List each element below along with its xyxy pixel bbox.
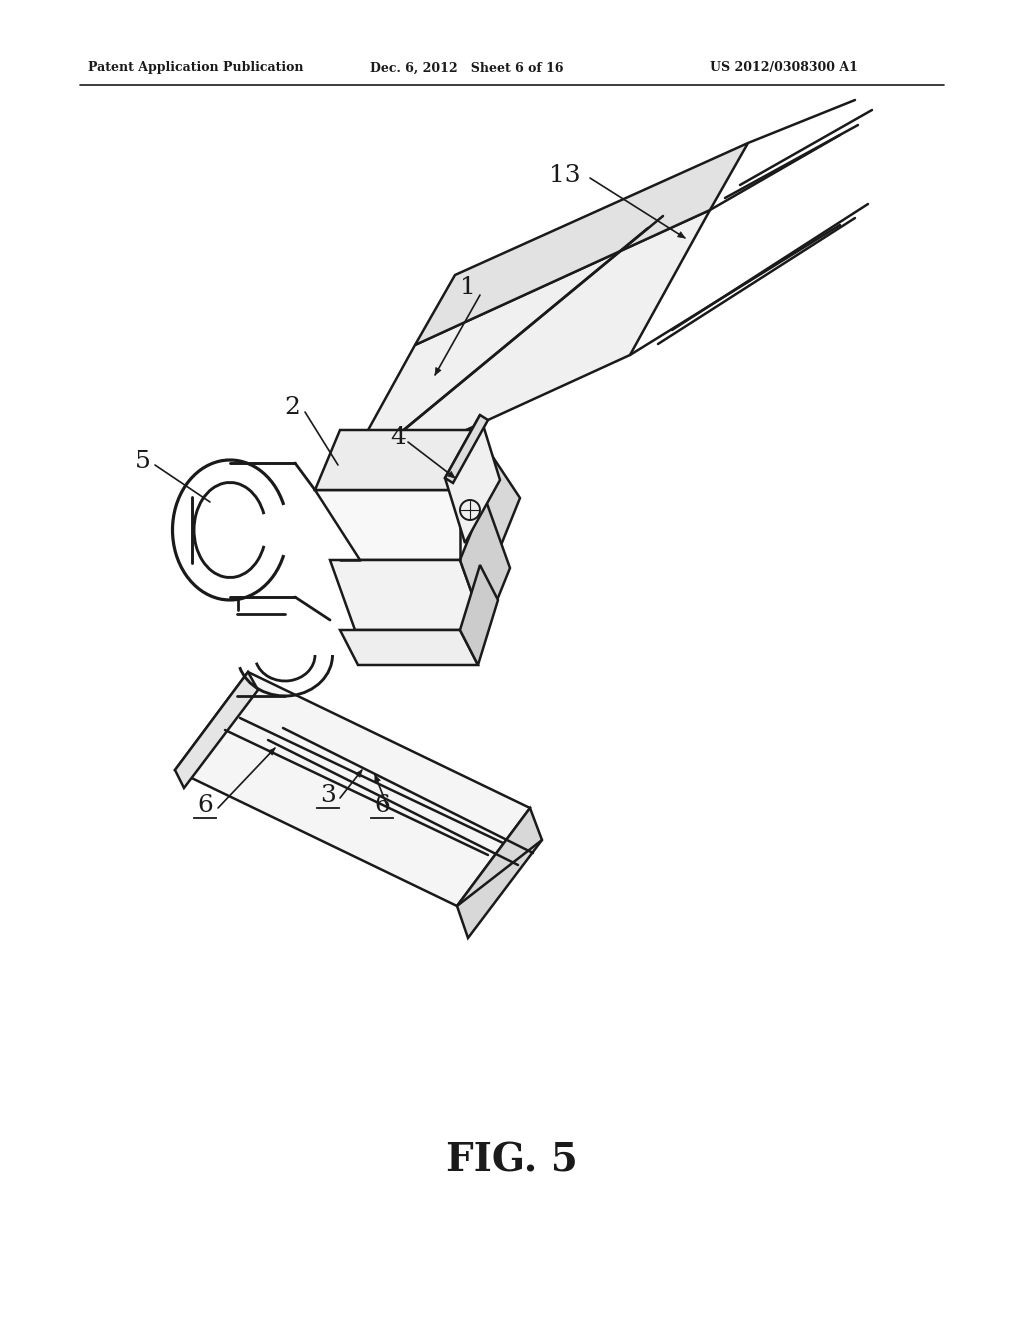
Polygon shape: [450, 430, 520, 560]
Polygon shape: [175, 672, 530, 906]
Polygon shape: [460, 498, 510, 630]
Polygon shape: [445, 414, 500, 543]
Polygon shape: [335, 210, 710, 490]
Text: 1: 1: [460, 276, 476, 300]
Polygon shape: [435, 367, 441, 375]
Text: 2: 2: [284, 396, 300, 420]
Text: FIG. 5: FIG. 5: [446, 1140, 578, 1179]
Polygon shape: [447, 471, 455, 478]
Polygon shape: [315, 490, 495, 560]
Polygon shape: [268, 748, 275, 755]
Polygon shape: [457, 808, 542, 939]
Text: US 2012/0308300 A1: US 2012/0308300 A1: [710, 62, 858, 74]
Text: Patent Application Publication: Patent Application Publication: [88, 62, 303, 74]
Text: 13: 13: [549, 164, 581, 186]
Polygon shape: [315, 430, 475, 490]
Polygon shape: [445, 414, 488, 483]
Polygon shape: [340, 630, 478, 665]
Text: 4: 4: [390, 426, 406, 450]
Polygon shape: [460, 565, 498, 665]
Polygon shape: [415, 143, 748, 345]
Polygon shape: [678, 232, 685, 238]
Polygon shape: [375, 775, 380, 783]
Text: 6: 6: [374, 793, 390, 817]
Text: 6: 6: [197, 793, 213, 817]
Text: 5: 5: [135, 450, 151, 474]
Text: 3: 3: [321, 784, 336, 807]
Polygon shape: [175, 672, 258, 788]
Text: Dec. 6, 2012   Sheet 6 of 16: Dec. 6, 2012 Sheet 6 of 16: [370, 62, 563, 74]
Polygon shape: [355, 770, 362, 777]
Polygon shape: [330, 560, 485, 630]
